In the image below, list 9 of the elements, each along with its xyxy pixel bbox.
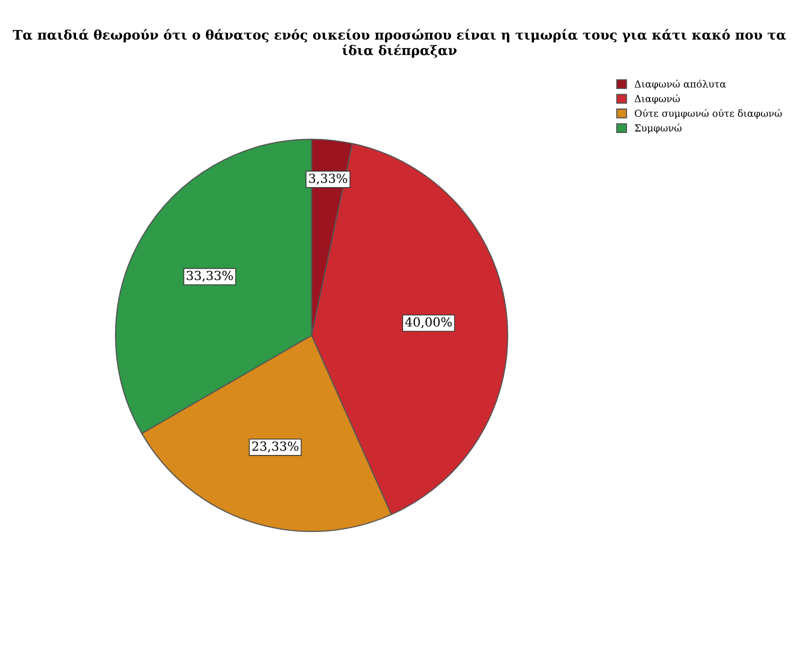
chart-title: Τα παιδιά θεωρούν ότι ο θάνατος ενός οικείου προσώπου είναι η τιμωρία τους για κάτι κακό που τα ίδια διέπραξαν <box>12 29 786 58</box>
data-label: 33,33% <box>186 270 233 282</box>
data-label: 23,33% <box>252 441 298 452</box>
legend-label: Συμφωνώ <box>634 124 682 134</box>
legend-label: Διαφωνώ <box>634 94 680 104</box>
data-label: 3,33% <box>309 174 348 185</box>
data-label: 40,00% <box>405 317 452 328</box>
legend-label: Ούτε συμφωνώ ούτε διαφωνώ <box>634 109 782 119</box>
legend-label: Διαφωνώ απόλυτα <box>634 80 726 90</box>
